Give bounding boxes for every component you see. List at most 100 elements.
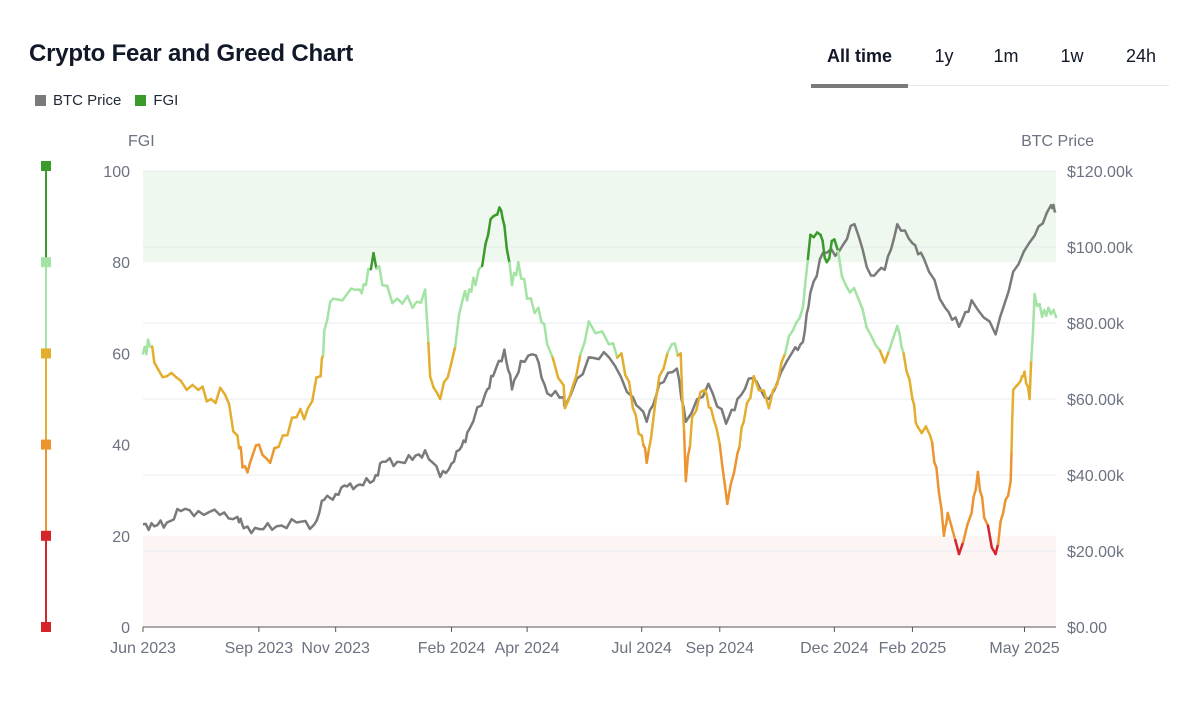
extreme-fear-band	[143, 535, 1056, 627]
fgi-line-segment	[887, 337, 895, 353]
fgi-line-segment	[999, 511, 1005, 523]
fgi-line-segment	[861, 307, 868, 329]
tab-24h[interactable]: 24h	[1125, 46, 1157, 66]
fgi-line-segment	[662, 351, 669, 371]
legend-label-btc-price: BTC Price	[53, 92, 122, 109]
fgi-line-segment	[986, 524, 994, 549]
fgi-line-segment	[957, 540, 965, 556]
fgi-line-segment	[709, 406, 716, 422]
fgi-line-segment	[980, 495, 986, 519]
fgi-color-scale	[41, 161, 51, 632]
legend-item-fgi[interactable]: FGI	[135, 92, 178, 109]
fgi-line-segment	[679, 352, 684, 402]
fgi-line-segment	[681, 398, 686, 433]
fgi-line-segment	[738, 426, 743, 448]
fgi-line-segment	[715, 428, 722, 446]
fgi-line-segment	[517, 260, 523, 280]
fgi-line-segment	[150, 345, 156, 364]
fgi-line-segment	[277, 434, 285, 449]
fgi-line-segment	[251, 444, 258, 456]
fgi-line-segment	[712, 418, 719, 431]
fgi-line-segment	[486, 217, 492, 237]
fgi-line-segment	[406, 294, 414, 310]
fgi-line-segment	[649, 420, 655, 441]
y-left-tick-label: 100	[103, 164, 130, 181]
fgi-line-segment	[360, 282, 366, 295]
fgi-line-segment	[446, 361, 453, 379]
fgi-line-segment	[306, 400, 314, 410]
fgi-line-segment	[924, 425, 932, 437]
fgi-line-segment	[749, 374, 756, 400]
x-tick-label: Jul 2024	[611, 640, 672, 657]
fgi-line-segment	[869, 333, 877, 347]
tab-1w[interactable]: 1w	[1060, 46, 1084, 66]
fgi-line-segment	[1010, 416, 1014, 454]
fgi-line-segment	[503, 224, 509, 251]
fgi-line-segment	[1052, 308, 1058, 319]
scale-marker	[41, 348, 51, 359]
fgi-line-segment	[1023, 370, 1028, 385]
x-tick-label: Sep 2023	[225, 640, 294, 657]
fgi-line-segment	[620, 352, 627, 377]
fgi-line-segment	[286, 416, 294, 437]
extreme-greed-band	[143, 171, 1056, 263]
fgi-line-segment	[695, 390, 702, 412]
btc-price-swatch	[35, 95, 46, 106]
fgi-line-segment	[857, 297, 864, 311]
y-right-tick-label: $60.00k	[1067, 392, 1125, 409]
fgi-line-segment	[937, 491, 943, 510]
fgi-line-segment	[647, 437, 653, 452]
fgi-line-segment	[767, 389, 775, 410]
fgi-line-segment	[574, 353, 582, 378]
fgi-line-segment	[942, 525, 947, 538]
fgi-line-segment	[1009, 451, 1013, 483]
fgi-line-segment	[742, 401, 749, 424]
fgi-line-segment	[321, 329, 326, 357]
fgi-line-segment	[908, 378, 914, 401]
fgi-line-segment	[783, 334, 791, 355]
fgi-line-segment	[912, 403, 918, 425]
fgi-line-segment	[1001, 498, 1007, 515]
fgi-line-segment	[721, 464, 727, 486]
fgi-line-segment	[465, 288, 471, 302]
fgi-line-segment	[587, 320, 597, 335]
fgi-line-segment	[1006, 479, 1012, 498]
fgi-line-segment	[673, 342, 680, 357]
grid-lines	[143, 170, 1056, 552]
fgi-line-segment	[236, 434, 241, 450]
fgi-line-segment	[804, 257, 810, 284]
fgi-line-segment	[684, 455, 690, 483]
fgi-line-segment	[522, 277, 529, 300]
fgi-line-segment	[780, 352, 787, 364]
fgi-line-segment	[474, 268, 481, 287]
fgi-line-segment	[645, 448, 651, 465]
fgi-line-segment	[718, 443, 724, 468]
fgi-line-segment	[994, 542, 1000, 556]
fgi-line-segment	[898, 331, 903, 348]
x-tick-label: Sep 2024	[686, 640, 755, 657]
fgi-line-segment	[821, 239, 826, 259]
fgi-line-segment	[505, 248, 511, 264]
tab-1m[interactable]: 1m	[993, 46, 1019, 66]
fgi-line-segment	[976, 470, 982, 493]
fgi-line-segment	[579, 341, 586, 356]
tab-all-time[interactable]: All time	[811, 46, 908, 88]
tab-1y[interactable]: 1y	[934, 46, 954, 66]
fgi-line-segment	[801, 281, 807, 310]
fgi-line-segment	[902, 352, 908, 373]
fgi-line-segment	[970, 495, 975, 515]
fgi-line-segment	[946, 511, 953, 528]
legend-item-btc-price[interactable]: BTC Price	[35, 92, 121, 109]
fgi-line-segment	[752, 374, 761, 392]
fgi-line-segment	[852, 286, 860, 300]
legend-label-fgi: FGI	[153, 92, 179, 109]
fgi-line-segment	[427, 341, 432, 378]
fgi-line-segment	[1029, 332, 1035, 362]
y-right-tick-label: $20.00k	[1067, 544, 1125, 561]
fgi-line-segment	[386, 284, 394, 305]
time-range-tabs: All time 1y 1m 1w 24h	[811, 40, 1169, 88]
fgi-line-segment	[961, 523, 969, 544]
fgi-line-segment	[844, 283, 852, 294]
fgi-line-segment	[688, 415, 694, 448]
fgi-line-segment	[690, 409, 698, 419]
